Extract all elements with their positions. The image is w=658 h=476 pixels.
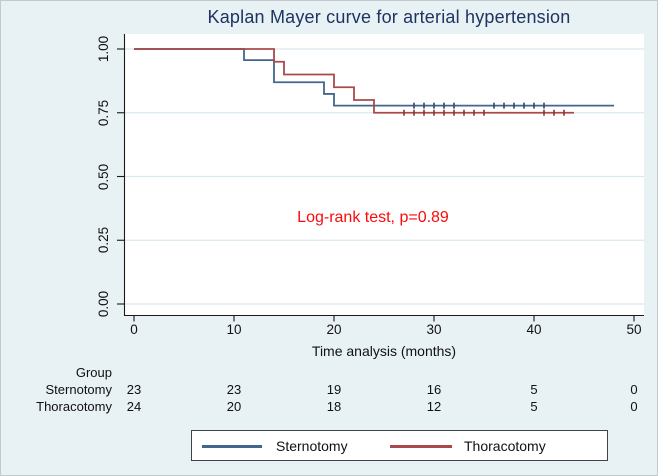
legend-label-thoracotomy: Thoracotomy xyxy=(464,438,546,454)
x-tick-label: 50 xyxy=(626,322,642,337)
legend-line-sternotomy-icon xyxy=(202,445,262,448)
y-tick-label: 0.00 xyxy=(96,290,111,318)
risk-table-group-label: Group xyxy=(75,365,112,380)
y-tick-label: 0.50 xyxy=(96,163,111,190)
plot-area xyxy=(124,34,644,316)
y-tick-label: 1.00 xyxy=(96,35,111,63)
x-axis-title: Time analysis (months) xyxy=(311,343,457,359)
risk-value: 23 xyxy=(226,382,242,397)
risk-value: 24 xyxy=(126,399,142,414)
y-tick-label: 0.25 xyxy=(96,227,111,254)
risk-value: 19 xyxy=(326,382,342,397)
risk-value: 0 xyxy=(630,399,638,414)
legend: Sternotomy Thoracotomy xyxy=(191,430,608,461)
km-curve-sternotomy xyxy=(134,48,614,107)
risk-value: 23 xyxy=(126,382,142,397)
risk-value: 12 xyxy=(426,399,442,414)
risk-value: 0 xyxy=(630,382,638,397)
km-curve-thoracotomy xyxy=(134,48,574,114)
y-tick-label: 0.75 xyxy=(96,99,111,126)
x-tick-label: 40 xyxy=(526,322,542,337)
chart-title: Kaplan Mayer curve for arterial hyperten… xyxy=(207,7,571,27)
risk-value: 5 xyxy=(530,382,538,397)
log-rank-annotation: Log-rank test, p=0.89 xyxy=(297,209,449,226)
legend-line-thoracotomy-icon xyxy=(390,445,452,448)
x-tick-label: 0 xyxy=(130,322,138,337)
risk-value: 18 xyxy=(326,399,342,414)
risk-row-label-sternotomy: Sternotomy xyxy=(45,382,112,397)
risk-row-label-thoracotomy: Thoracotomy xyxy=(36,399,112,414)
risk-value: 5 xyxy=(530,399,538,414)
risk-value: 20 xyxy=(226,399,242,414)
x-tick-label: 10 xyxy=(226,322,242,337)
x-tick-label: 30 xyxy=(426,322,442,337)
risk-value: 16 xyxy=(426,382,442,397)
legend-label-sternotomy: Sternotomy xyxy=(276,438,348,454)
x-tick-label: 20 xyxy=(326,322,342,337)
